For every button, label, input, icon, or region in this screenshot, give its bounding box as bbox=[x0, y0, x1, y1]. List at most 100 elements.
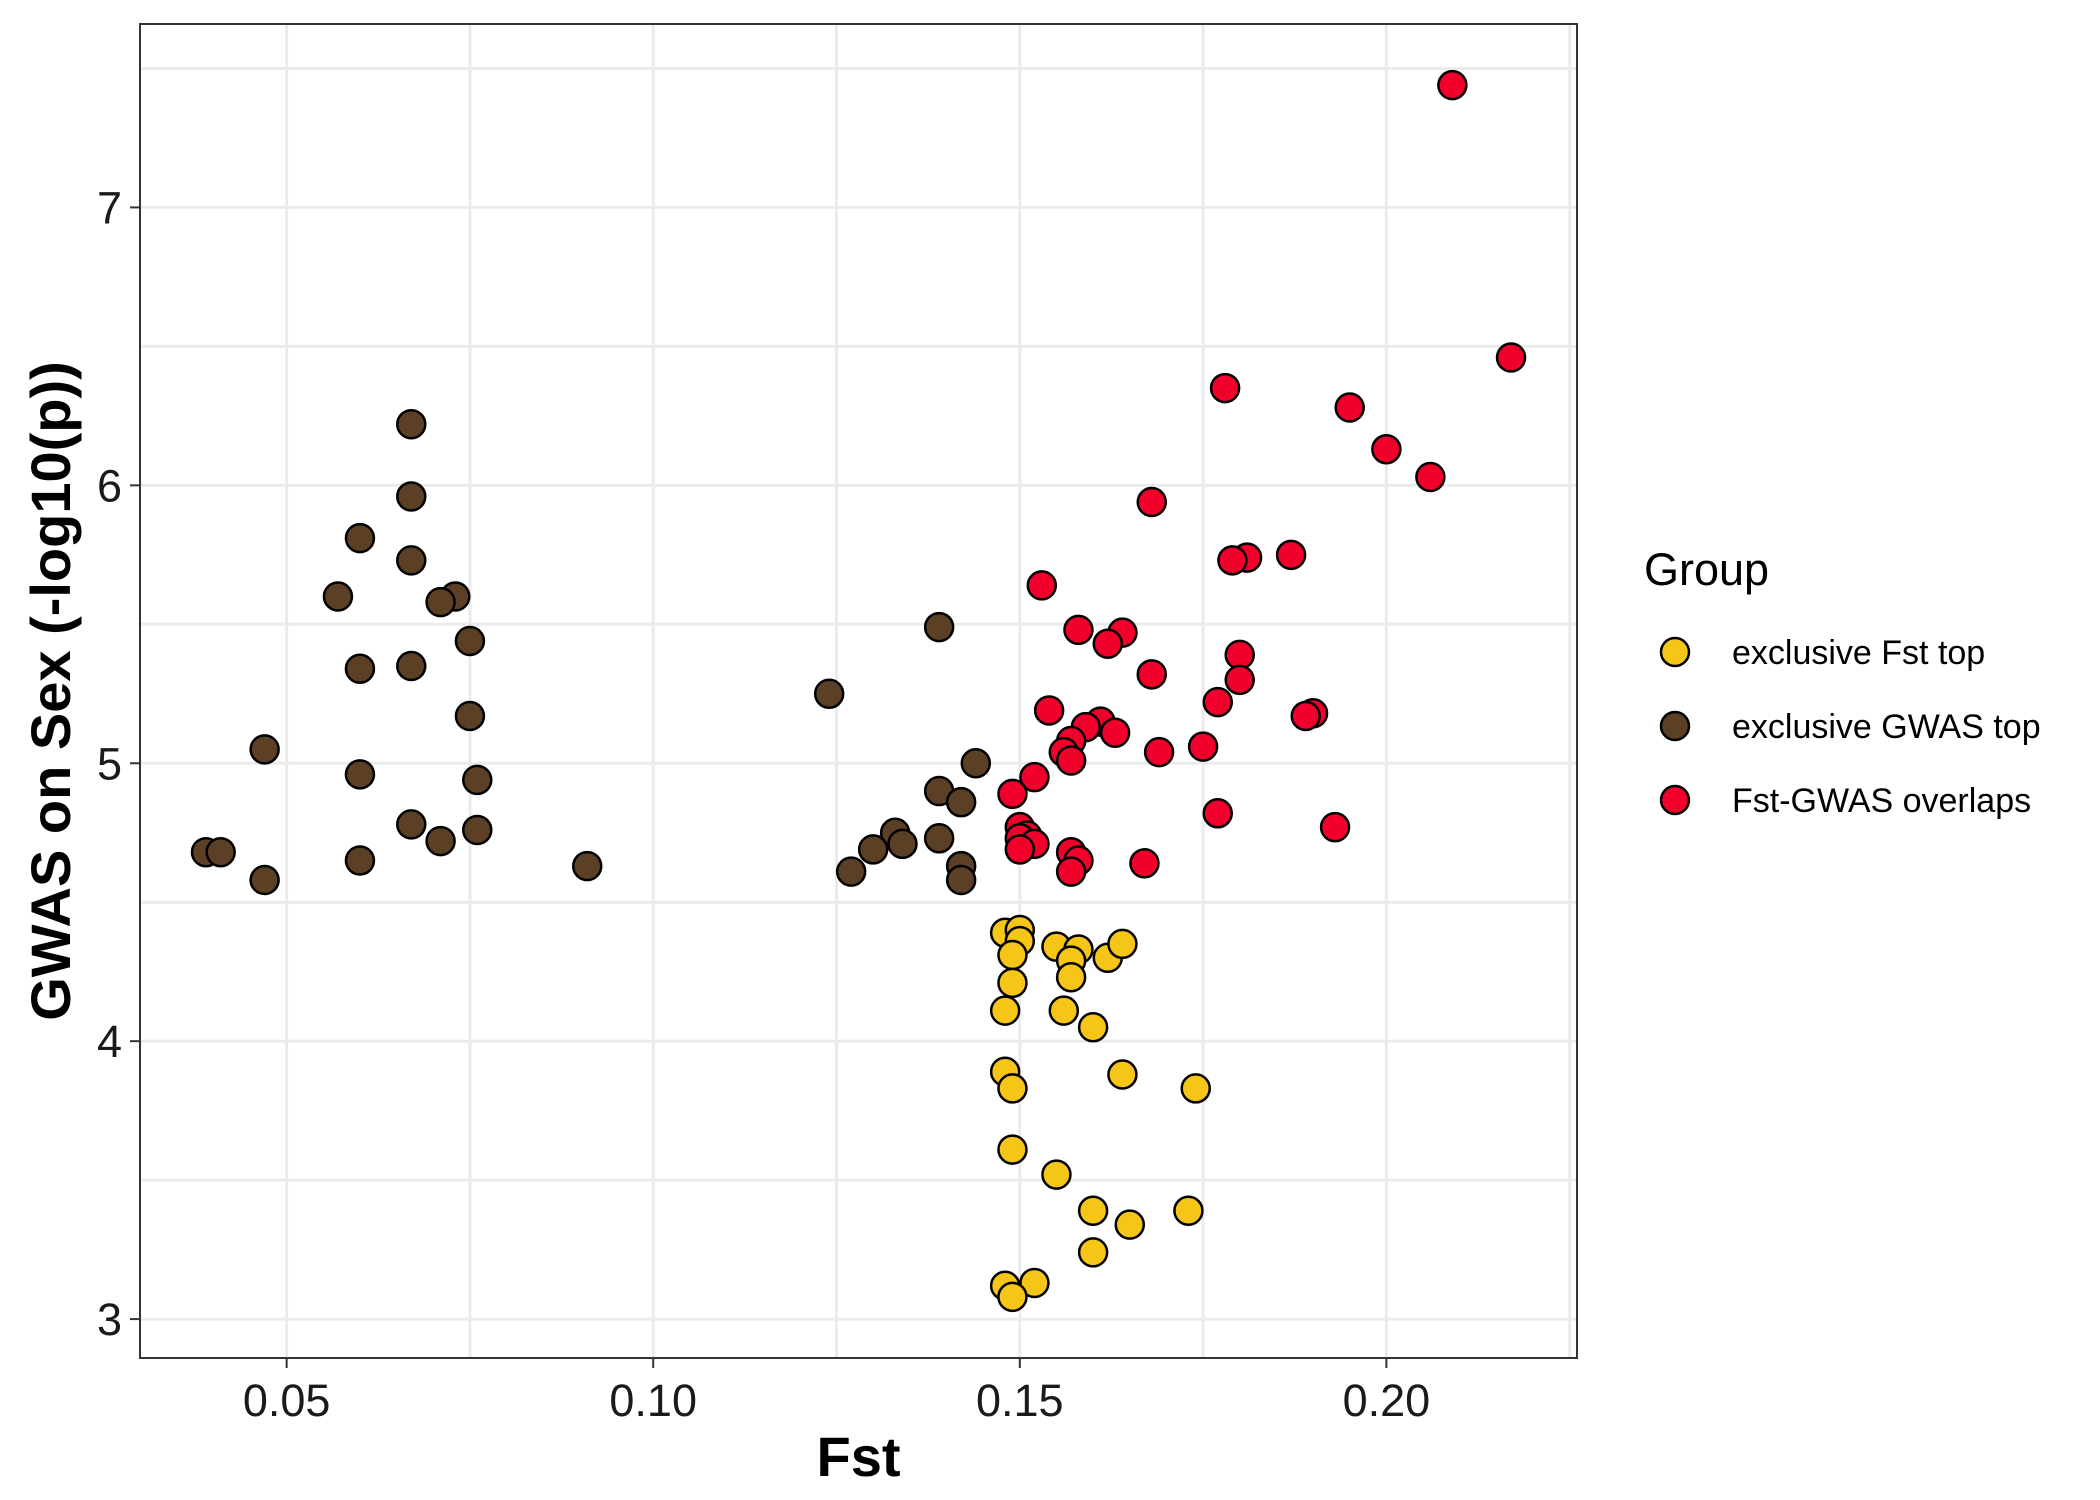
data-point-fst-gwas-overlaps bbox=[1063, 614, 1094, 646]
x-tick-label: 0.05 bbox=[243, 1375, 331, 1426]
data-point-exclusive-gwas-top bbox=[923, 823, 955, 854]
y-tick-label: 5 bbox=[97, 738, 122, 789]
data-point-exclusive-fst-top bbox=[997, 1073, 1028, 1104]
data-point-fst-gwas-overlaps bbox=[1319, 811, 1351, 843]
data-point-exclusive-gwas-top bbox=[344, 522, 376, 554]
legend-title: Group bbox=[1644, 544, 1769, 595]
data-point-fst-gwas-overlaps bbox=[1055, 745, 1087, 776]
data-point-fst-gwas-overlaps bbox=[1026, 570, 1058, 601]
data-point-exclusive-fst-top bbox=[1077, 1237, 1109, 1268]
data-point-fst-gwas-overlaps bbox=[1055, 856, 1087, 887]
legend-key bbox=[1659, 710, 1691, 742]
data-point-exclusive-gwas-top bbox=[835, 856, 867, 887]
data-point-exclusive-gwas-top bbox=[945, 864, 977, 896]
legend-key bbox=[1659, 636, 1691, 668]
grid-lines bbox=[140, 24, 1577, 1358]
data-point-fst-gwas-overlaps bbox=[1004, 834, 1036, 865]
y-tick-label: 4 bbox=[97, 1016, 122, 1067]
data-point-exclusive-fst-top bbox=[997, 939, 1028, 971]
data-point-fst-gwas-overlaps bbox=[1136, 486, 1168, 518]
data-point-fst-gwas-overlaps bbox=[1019, 761, 1050, 793]
data-point-exclusive-fst-top bbox=[997, 967, 1028, 999]
data-point-exclusive-gwas-top bbox=[960, 748, 992, 779]
data-point-fst-gwas-overlaps bbox=[1275, 539, 1307, 571]
data-point-exclusive-fst-top bbox=[1077, 1012, 1109, 1043]
data-point-exclusive-gwas-top bbox=[396, 408, 427, 440]
data-point-exclusive-fst-top bbox=[997, 1134, 1028, 1165]
y-tick-label: 3 bbox=[97, 1294, 122, 1345]
data-point-exclusive-gwas-top bbox=[857, 834, 889, 865]
data-point-exclusive-gwas-top bbox=[344, 653, 376, 685]
x-tick-label: 0.15 bbox=[976, 1375, 1064, 1426]
data-point-fst-gwas-overlaps bbox=[1129, 848, 1160, 879]
data-point-exclusive-gwas-top bbox=[462, 764, 493, 796]
legend-items: exclusive Fst top exclusive GWAS top Fst-G… bbox=[1659, 634, 2041, 820]
data-point-fst-gwas-overlaps bbox=[1334, 392, 1365, 423]
data-point-exclusive-fst-top bbox=[1173, 1195, 1204, 1226]
data-point-exclusive-fst-top bbox=[1114, 1209, 1146, 1240]
data-point-exclusive-gwas-top bbox=[344, 845, 376, 876]
data-point-fst-gwas-overlaps bbox=[1202, 686, 1233, 718]
data-point-exclusive-fst-top bbox=[989, 995, 1021, 1026]
data-point-fst-gwas-overlaps bbox=[1217, 545, 1248, 576]
data-point-fst-gwas-overlaps bbox=[1495, 342, 1527, 373]
data-point-exclusive-gwas-top bbox=[205, 836, 236, 868]
plot-panel-border bbox=[139, 23, 1578, 1359]
data-point-fst-gwas-overlaps bbox=[1033, 695, 1065, 726]
data-point-exclusive-gwas-top bbox=[249, 864, 280, 896]
data-point-exclusive-fst-top bbox=[1107, 928, 1138, 960]
x-tick-label: 0.20 bbox=[1343, 1375, 1431, 1426]
data-point-exclusive-fst-top bbox=[1180, 1073, 1212, 1104]
data-point-exclusive-gwas-top bbox=[344, 759, 376, 790]
data-point-fst-gwas-overlaps bbox=[1290, 700, 1321, 732]
legend-label: exclusive Fst top bbox=[1732, 634, 1985, 672]
data-point-fst-gwas-overlaps bbox=[1099, 717, 1131, 748]
data-point-exclusive-gwas-top bbox=[454, 625, 486, 657]
legend-label: Fst-GWAS overlaps bbox=[1732, 782, 2031, 820]
data-point-exclusive-fst-top bbox=[1041, 1159, 1072, 1190]
data-point-exclusive-gwas-top bbox=[396, 545, 427, 576]
data-point-exclusive-gwas-top bbox=[887, 828, 918, 860]
data-point-exclusive-gwas-top bbox=[425, 586, 456, 618]
data-point-fst-gwas-overlaps bbox=[1224, 664, 1255, 696]
x-axis-title: Fst bbox=[817, 1425, 901, 1488]
axes: 0.05 0.10 0.15 0.20 3 4 5 6 7 bbox=[97, 182, 1430, 1426]
data-point-exclusive-gwas-top bbox=[813, 678, 845, 710]
data-point-exclusive-fst-top bbox=[1055, 962, 1087, 993]
data-point-exclusive-gwas-top bbox=[396, 809, 427, 840]
y-axis-title: GWAS on Sex (-log10(p)) bbox=[19, 361, 82, 1021]
data-point-exclusive-gwas-top bbox=[571, 850, 603, 882]
data-point-exclusive-gwas-top bbox=[249, 734, 280, 765]
data-point-exclusive-fst-top bbox=[997, 1281, 1028, 1313]
y-tick-label: 7 bbox=[97, 182, 122, 233]
data-point-fst-gwas-overlaps bbox=[1209, 372, 1241, 404]
data-point-exclusive-gwas-top bbox=[425, 825, 456, 857]
legend: Group exclusive Fst top exclusive GWAS to… bbox=[1644, 544, 2041, 820]
data-point-exclusive-fst-top bbox=[1019, 1267, 1050, 1299]
data-point-fst-gwas-overlaps bbox=[1092, 628, 1124, 660]
data-point-fst-gwas-overlaps bbox=[1415, 461, 1446, 493]
data-point-fst-gwas-overlaps bbox=[997, 778, 1028, 810]
data-point-exclusive-gwas-top bbox=[396, 650, 427, 682]
y-tick-label: 6 bbox=[97, 460, 122, 511]
x-tick-label: 0.10 bbox=[609, 1375, 697, 1426]
data-point-fst-gwas-overlaps bbox=[1143, 736, 1175, 768]
legend-key bbox=[1659, 784, 1691, 816]
data-point-exclusive-gwas-top bbox=[923, 611, 955, 643]
data-points bbox=[190, 69, 1527, 1313]
data-point-exclusive-gwas-top bbox=[454, 700, 486, 732]
data-point-exclusive-gwas-top bbox=[322, 581, 354, 612]
data-point-fst-gwas-overlaps bbox=[1187, 731, 1219, 762]
data-point-exclusive-gwas-top bbox=[462, 814, 493, 846]
data-point-fst-gwas-overlaps bbox=[1202, 798, 1233, 829]
data-point-exclusive-fst-top bbox=[1077, 1195, 1109, 1226]
data-point-exclusive-fst-top bbox=[1107, 1059, 1138, 1090]
legend-label: exclusive GWAS top bbox=[1732, 708, 2041, 746]
data-point-exclusive-gwas-top bbox=[945, 786, 977, 818]
data-point-exclusive-gwas-top bbox=[396, 481, 427, 512]
data-point-fst-gwas-overlaps bbox=[1136, 659, 1168, 690]
data-point-fst-gwas-overlaps bbox=[1437, 69, 1468, 101]
data-point-fst-gwas-overlaps bbox=[1371, 433, 1402, 465]
data-point-exclusive-fst-top bbox=[1048, 995, 1080, 1026]
